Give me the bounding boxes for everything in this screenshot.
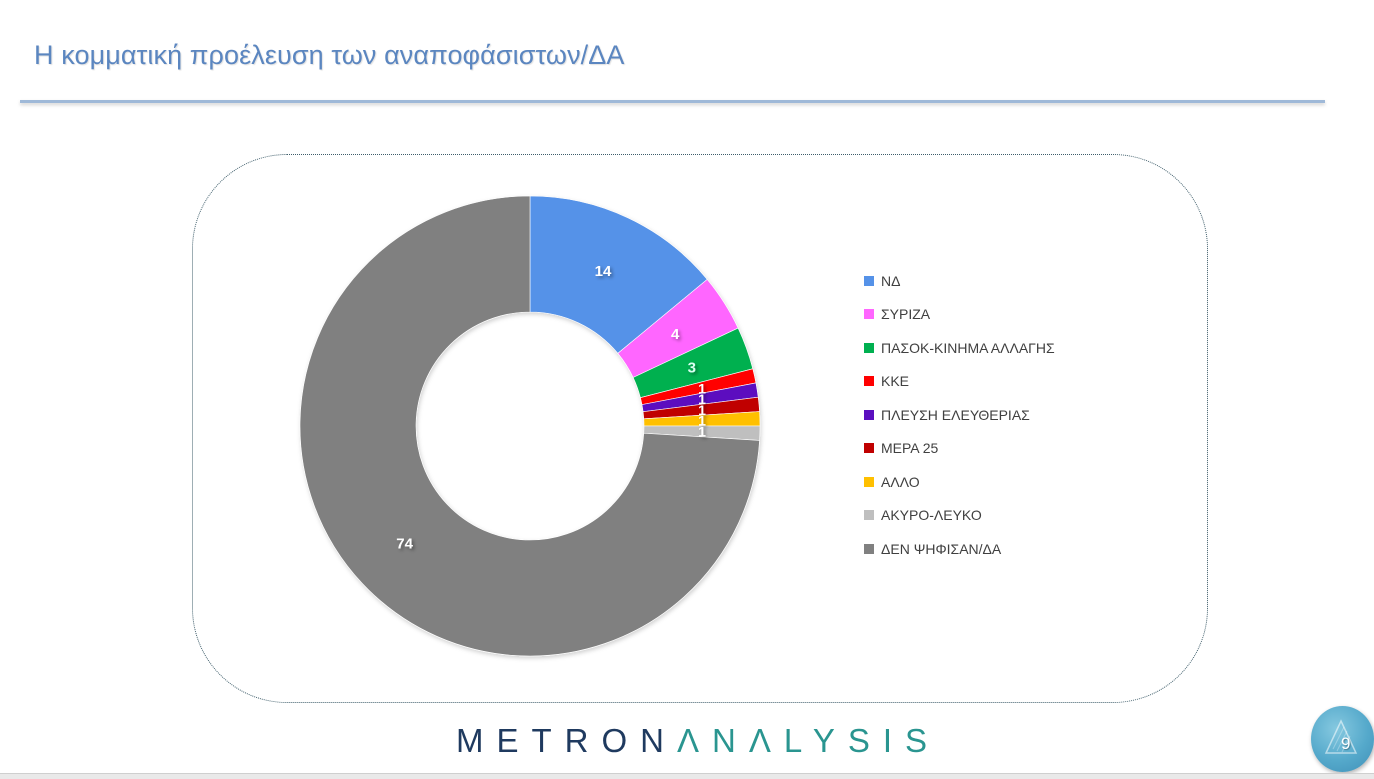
- triangle-logo-icon: [1324, 719, 1358, 754]
- legend-swatch: [864, 376, 874, 387]
- title-divider: [20, 100, 1325, 103]
- legend-label: ΔΕΝ ΨΗΦΙΣΑΝ/ΔΑ: [881, 540, 1002, 557]
- logo-part-analysis: ΛNΛLYSIS: [677, 722, 941, 759]
- legend-item-den-psifisan: ΔΕΝ ΨΗΦΙΣΑΝ/ΔΑ: [864, 532, 1055, 566]
- legend-label: ΑΚΥΡΟ-ΛΕΥΚΟ: [881, 507, 982, 524]
- legend-item-plefsi: ΠΛΕΥΣΗ ΕΛΕΥΘΕΡΙΑΣ: [864, 398, 1055, 432]
- legend-swatch: [864, 309, 874, 320]
- chart-frame: [192, 154, 1208, 703]
- legend-label: ΚΚΕ: [881, 373, 910, 390]
- legend-item-mera25: ΜΕΡΑ 25: [864, 432, 1055, 466]
- data-label: 4: [671, 326, 680, 343]
- legend-swatch: [864, 275, 874, 286]
- data-label: 1: [698, 391, 706, 407]
- data-label: 14: [595, 263, 612, 280]
- data-label: 3: [688, 360, 696, 377]
- bottom-bar: [0, 773, 1374, 779]
- legend-swatch: [864, 443, 874, 454]
- logo-part-metron: METRON: [456, 722, 677, 759]
- legend-item-akyro-lefko: ΑΚΥΡΟ-ΛΕΥΚΟ: [864, 499, 1055, 533]
- data-label: 1: [698, 380, 706, 396]
- legend-swatch: [864, 342, 874, 353]
- legend-label: ΣΥΡΙΖΑ: [881, 306, 931, 323]
- metron-analysis-logo: METRONΛNΛLYSIS: [456, 722, 940, 760]
- legend-item-nd: ΝΔ: [864, 264, 1055, 298]
- data-label: 1: [698, 423, 706, 439]
- chart-legend: ΝΔ ΣΥΡΙΖΑ ΠΑΣΟΚ-ΚΙΝΗΜΑ ΑΛΛΑΓΗΣ ΚΚΕ ΠΛΕΥΣ…: [864, 264, 1055, 566]
- page-number: 9: [1341, 734, 1351, 753]
- slide-title: Η κομματική προέλευση των αναποφάσιστων/…: [34, 40, 625, 70]
- legend-item-syriza: ΣΥΡΙΖΑ: [864, 298, 1055, 332]
- donut-slice: [529, 195, 708, 354]
- legend-item-kke: ΚΚΕ: [864, 365, 1055, 399]
- data-label: 1: [698, 402, 706, 418]
- legend-swatch: [864, 409, 874, 420]
- legend-item-pasok: ΠΑΣΟΚ-ΚΙΝΗΜΑ ΑΛΛΑΓΗΣ: [864, 331, 1055, 365]
- data-label: 74: [396, 536, 413, 553]
- legend-label: ΝΔ: [881, 272, 901, 289]
- legend-label: ΠΛΕΥΣΗ ΕΛΕΥΘΕΡΙΑΣ: [881, 406, 1030, 423]
- legend-swatch: [864, 476, 874, 487]
- legend-label: ΑΛΛΟ: [881, 473, 920, 490]
- legend-label: ΜΕΡΑ 25: [881, 440, 939, 457]
- page-number-badge: 9: [1311, 706, 1374, 772]
- legend-label: ΠΑΣΟΚ-ΚΙΝΗΜΑ ΑΛΛΑΓΗΣ: [881, 339, 1055, 356]
- legend-swatch: [864, 543, 874, 554]
- donut-slice: [299, 195, 760, 657]
- legend-swatch: [864, 510, 874, 521]
- data-label: 1: [698, 413, 706, 429]
- legend-item-allo: ΑΛΛΟ: [864, 465, 1055, 499]
